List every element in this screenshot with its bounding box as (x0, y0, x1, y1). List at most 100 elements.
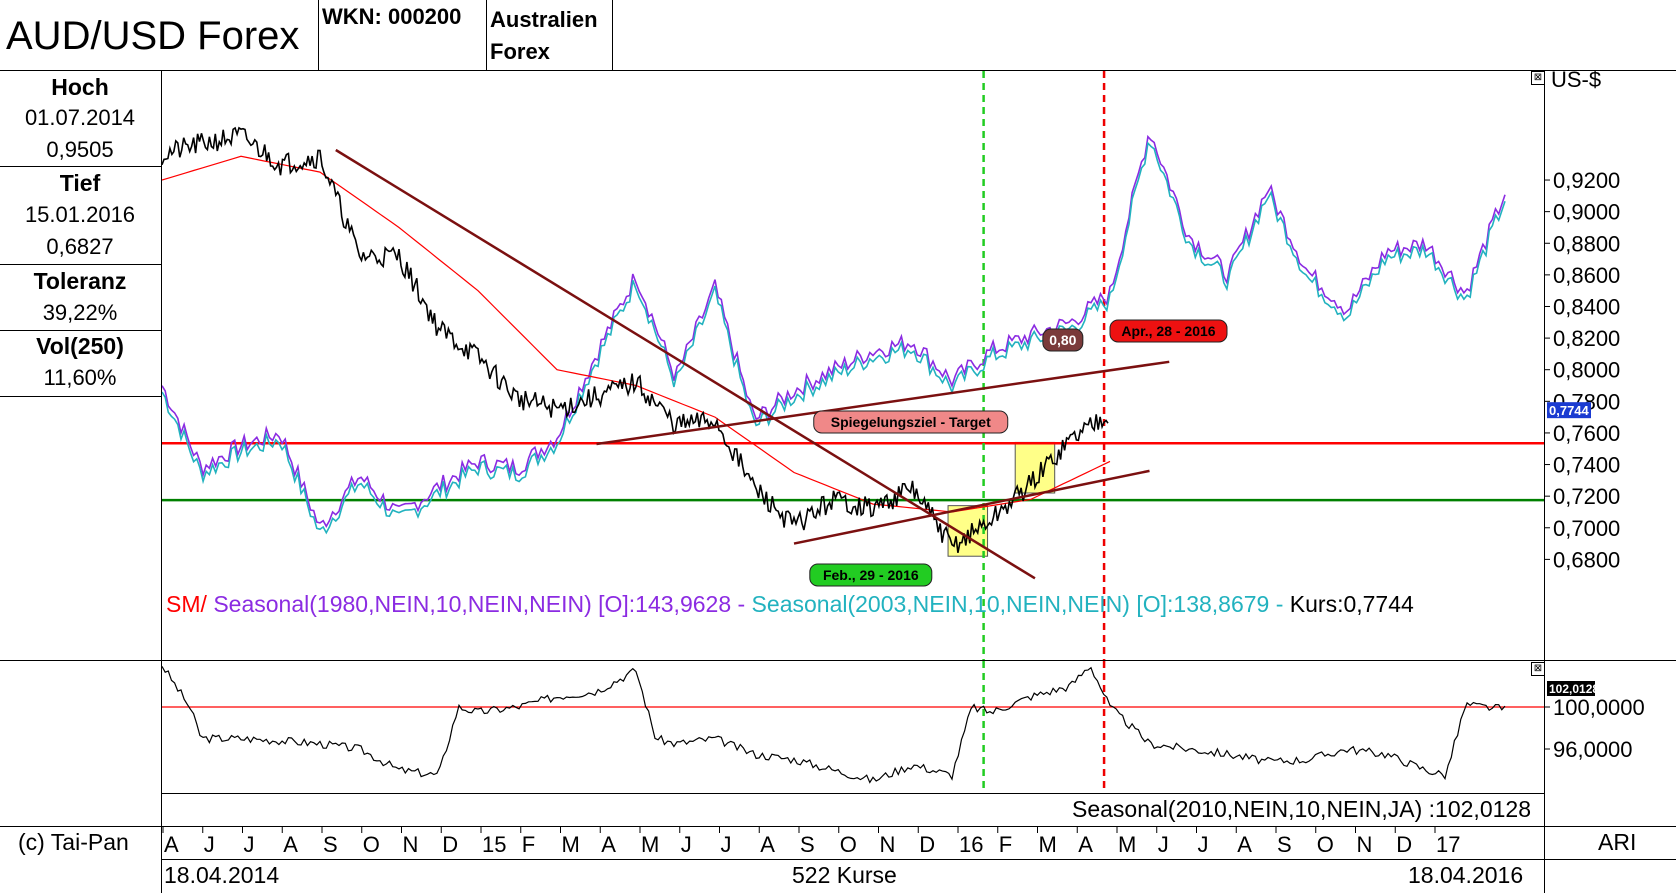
tief-label: Tief (59, 170, 101, 196)
x-tick-label: D (919, 832, 935, 857)
y-tick-label: 0,8800 (1553, 231, 1620, 256)
apr-28-label: Apr., 28 - 2016 (1109, 319, 1228, 343)
kurse-count: 522 Kurse (792, 862, 897, 888)
current-price-badge (1547, 402, 1591, 419)
frame-divider (0, 826, 1676, 827)
y-tick-label: 0,7600 (1553, 421, 1620, 446)
axis-unit-label: US-$ (1551, 71, 1601, 92)
x-tick-label: J (244, 832, 255, 857)
target-label-text: Spiegelungsziel - Target (831, 414, 991, 430)
legend-item: - SM/ (162, 591, 208, 617)
y-tick-label: 0,6800 (1553, 547, 1620, 572)
x-tick-label: A (1237, 832, 1252, 857)
header-divider (318, 0, 319, 70)
target-label-box (813, 410, 1009, 434)
feb-29-label: Feb., 29 - 2016 (809, 563, 933, 587)
x-tick-label: N (880, 832, 896, 857)
y-tick-label: 0,9200 (1553, 168, 1620, 193)
x-tick-label: S (323, 832, 338, 857)
x-tick-label: S (1277, 832, 1292, 857)
vol-label: Vol(250) (36, 333, 124, 359)
vol-value: 11,60% (43, 365, 117, 390)
header-bar (0, 0, 1676, 71)
x-tick-label: 16 (959, 832, 983, 857)
chart-title: AUD/USD Forex (6, 14, 300, 58)
wkn-label: WKN: 000200 (322, 4, 462, 29)
x-tick-label: J (1158, 832, 1169, 857)
x-tick-label: M (1039, 832, 1057, 857)
hoch-value: 0,9505 (46, 137, 114, 162)
x-tick-label: A (760, 832, 775, 857)
feb-29-label-box (809, 563, 933, 587)
frame-left (161, 70, 162, 893)
y-tick-label: 100,0000 (1553, 695, 1645, 720)
x-tick-label: D (442, 832, 458, 857)
x-tick-label: M (641, 832, 659, 857)
y-tick-label: 0,8400 (1553, 294, 1620, 319)
toleranz-value: 39,22% (42, 300, 118, 325)
x-tick-label: O (840, 832, 857, 857)
x-tick-label: J (721, 832, 732, 857)
instrument-name: Australien Forex (490, 4, 598, 68)
current-price-label: 0,7744 (1549, 403, 1590, 418)
x-tick-label: M (562, 832, 580, 857)
upper-channel-line (596, 360, 1170, 446)
legend-item: Seasonal(2003,NEIN,10,NEIN,NEIN) [O]:138… (745, 591, 1283, 617)
start-date: 18.04.2014 (164, 862, 280, 888)
frame-divider (161, 793, 1544, 794)
stats-divider (0, 264, 161, 265)
x-tick-label: S (800, 832, 815, 857)
stats-divider (0, 396, 161, 397)
frame-right (1544, 70, 1545, 893)
tief-value: 0,6827 (46, 234, 114, 259)
stats-panel: Hoch 01.07.2014 0,9505 Tief 15.01.2016 0… (0, 70, 161, 400)
feb-29-label-text: Feb., 29 - 2016 (823, 567, 919, 583)
hoch-label: Hoch (51, 74, 109, 100)
current-indicator-badge (1547, 681, 1595, 696)
x-tick-label: J (1198, 832, 1209, 857)
lower-channel-line (793, 469, 1150, 545)
frame-divider (0, 660, 1676, 661)
x-tick-label: J (204, 832, 215, 857)
downtrend-line (335, 148, 1036, 580)
y-tick-label: 0,7000 (1553, 516, 1620, 541)
y-tick-label: 0,7200 (1553, 484, 1620, 509)
x-tick-label: 17 (1436, 832, 1460, 857)
apr-28-label-text: Apr., 28 - 2016 (1121, 323, 1215, 339)
x-tick-label: O (1317, 832, 1334, 857)
hoch-date: 01.07.2014 (24, 105, 136, 130)
indicator-legend: Seasonal(2010,NEIN,10,NEIN,JA) :102,0128 (1072, 796, 1531, 822)
y-tick-label: 96,0000 (1553, 737, 1633, 762)
chart-legend: - SM/ Seasonal(1980,NEIN,10,NEIN,NEIN) [… (162, 591, 1414, 617)
x-tick-label: 15 (482, 832, 506, 857)
level-080-label-box (1042, 328, 1084, 352)
close-icon[interactable]: ⊠ (1531, 71, 1545, 85)
price-series (162, 126, 1109, 553)
frame-divider (161, 859, 1676, 860)
close-icon[interactable]: ⊠ (1531, 662, 1545, 676)
x-tick-label: F (999, 832, 1012, 857)
stats-divider (0, 166, 161, 167)
current-indicator-label: 102,0128 (1549, 682, 1599, 696)
stats-divider (0, 330, 161, 331)
x-tick-label: M (1118, 832, 1136, 857)
toleranz-label: Toleranz (33, 268, 127, 294)
seasonal-2003-series (162, 141, 1506, 535)
date-axis: A J J A S O N D 15 F M A M J J A S O N D 16 F M A M J J A S O N D 17 (162, 827, 1460, 857)
y-tick-label: 0,8600 (1553, 263, 1620, 288)
x-tick-label: A (283, 832, 298, 857)
x-tick-label: A (1078, 832, 1093, 857)
header-divider (612, 0, 613, 70)
ari-label: ARI (1598, 829, 1637, 855)
copyright: (c) Tai-Pan (18, 829, 129, 855)
y-tick-label: 0,8000 (1553, 358, 1620, 383)
x-tick-label: A (164, 832, 179, 857)
indicator-series (162, 666, 1506, 784)
level-080-label: 0,80 (1042, 328, 1084, 352)
header-divider (486, 0, 487, 70)
price-chart: 0,80 Apr., 28 - 2016 Spiegelungsziel - Tar… (162, 71, 1544, 660)
legend-item: Kurs:0,7744 (1283, 591, 1414, 617)
indicator-axis: 100,0000 96,0000 102,0128 (1545, 681, 1645, 762)
price-axis: US-$ 0,9200 0,9000 0,8800 0,8600 0,8400 0,8200… (1545, 71, 1620, 572)
x-tick-label: F (522, 832, 535, 857)
